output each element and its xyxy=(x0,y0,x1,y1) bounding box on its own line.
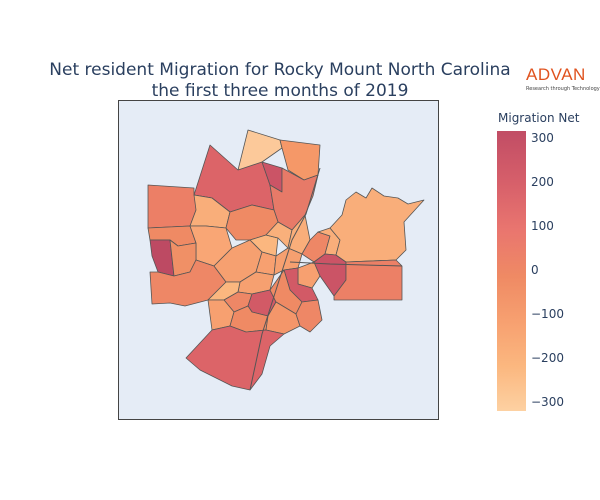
logo-wordmark: ADVAN xyxy=(526,65,586,84)
colorbar-tick: 100 xyxy=(531,219,554,233)
colorbar-tick: −300 xyxy=(531,395,564,409)
highway-line-diagonal xyxy=(249,167,321,391)
map-title-line-1: Net resident Migration for Rocky Mount N… xyxy=(49,60,511,80)
colorbar-tick: −100 xyxy=(531,307,564,321)
logo-tagline: Research through Technology xyxy=(526,86,600,92)
colorbar-tick: 300 xyxy=(531,131,554,145)
highway-line-east xyxy=(289,261,403,267)
region-tract-east-south-c[interactable] xyxy=(295,299,323,333)
map-title-line-2: the first three months of 2019 xyxy=(151,81,409,101)
map-title: Net resident Migration for Rocky Mount N… xyxy=(0,60,560,102)
region-tract-south[interactable] xyxy=(185,325,285,391)
colorbar-tick: −200 xyxy=(531,351,564,365)
region-tract-far-east-south[interactable] xyxy=(333,259,403,301)
colorbar-title: Migration Net xyxy=(498,111,580,125)
colorbar-gradient xyxy=(497,131,526,411)
advan-logo: ADVAN Research through Technology xyxy=(526,65,600,93)
region-tract-central-a[interactable] xyxy=(249,234,279,257)
region-tract-far-east-north[interactable] xyxy=(329,187,425,263)
colorbar-tick: 0 xyxy=(531,263,539,277)
colorbar-tick: 200 xyxy=(531,175,554,189)
